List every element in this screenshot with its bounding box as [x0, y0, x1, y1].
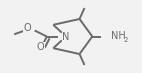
Text: N: N [62, 32, 70, 41]
Text: NH: NH [111, 31, 126, 41]
Text: 2: 2 [124, 37, 128, 43]
Text: O: O [37, 42, 44, 52]
Text: O: O [23, 24, 31, 33]
